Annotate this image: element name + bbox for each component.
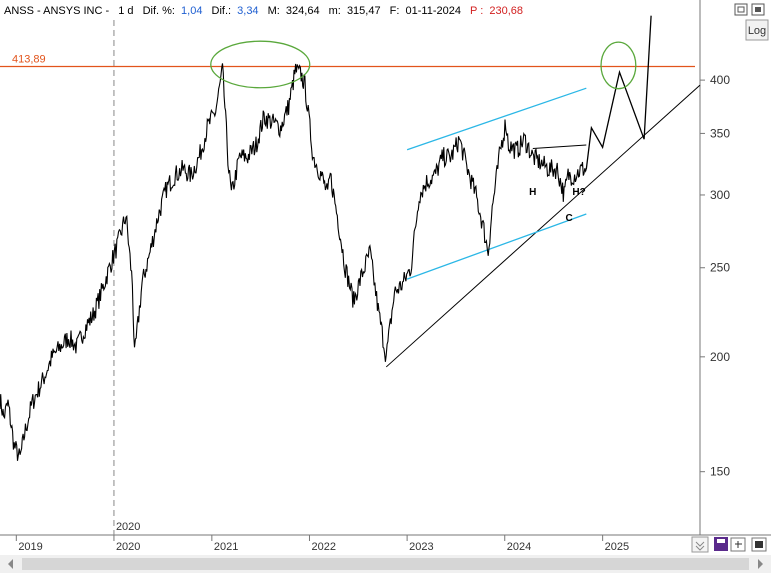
header-min-value: 315,47 xyxy=(347,5,381,17)
maximize-icon xyxy=(755,7,761,12)
trendline-channel-upper xyxy=(406,87,587,151)
y-tick-label-350: 350 xyxy=(710,126,730,140)
highlight-ellipse-1 xyxy=(600,41,637,90)
header-price-value: 230,68 xyxy=(489,5,523,17)
trendline-neckline xyxy=(532,144,587,150)
highlight-ellipses xyxy=(210,40,637,90)
annotation-0: H xyxy=(529,187,536,198)
y-tick-label-300: 300 xyxy=(710,188,730,202)
restore-button[interactable] xyxy=(734,3,748,16)
x-tick-label-2025: 2025 xyxy=(605,541,629,553)
y-tick-label-250: 250 xyxy=(710,261,730,275)
y-tick-label-200: 200 xyxy=(710,350,730,364)
header-max-value: 324,64 xyxy=(286,5,320,17)
header-interval: 1 d xyxy=(118,5,133,17)
x-tick-label-2021: 2021 xyxy=(214,541,238,553)
header-min-label: m: xyxy=(329,5,341,17)
scrollbar-thumb[interactable] xyxy=(22,558,749,570)
header-bar xyxy=(0,0,700,20)
y-tick-label-150: 150 xyxy=(710,465,730,479)
trendline-channel-lower xyxy=(406,213,587,280)
x-tick-label-2019: 2019 xyxy=(18,541,42,553)
resistance-label: 413,89 xyxy=(12,53,46,65)
header-dif-label: Dif.: xyxy=(212,5,232,17)
log-toggle[interactable]: Log xyxy=(745,19,769,41)
header-price-label: P : xyxy=(470,5,483,17)
header-dif-pct-label: Dif. %: xyxy=(143,5,175,17)
horizontal-scrollbar[interactable] xyxy=(0,555,771,573)
header-symbol: ANSS - ANSYS INC - xyxy=(4,5,109,17)
scroll-right-icon[interactable] xyxy=(758,559,763,569)
header-max-label: M: xyxy=(268,5,280,17)
x-tick-label-2022: 2022 xyxy=(311,541,335,553)
x-tick-label-2020: 2020 xyxy=(116,541,140,553)
projection-path xyxy=(585,15,652,170)
trendline-support xyxy=(385,84,701,368)
header-date-label: F: xyxy=(390,5,400,17)
grid-icon xyxy=(755,541,763,548)
annotation-1: H? xyxy=(572,187,585,198)
projection-line xyxy=(585,15,652,170)
restore-icon xyxy=(737,6,745,13)
y-tick-label-400: 400 xyxy=(710,73,730,87)
log-toggle-label: Log xyxy=(748,25,766,37)
log-toggle-box[interactable] xyxy=(745,19,769,41)
trendlines xyxy=(385,84,701,368)
price-series xyxy=(0,63,587,461)
x-tick-label-2024: 2024 xyxy=(507,541,531,553)
price-line-0 xyxy=(0,63,587,461)
scroll-left-icon[interactable] xyxy=(8,559,13,569)
save-icon xyxy=(717,539,725,543)
annotations: H H? C xyxy=(529,187,586,224)
window-controls xyxy=(734,3,765,16)
x-ticks: 2019 2020 2021 2022 2023 2024 2025 xyxy=(15,535,629,553)
year-marker: 2020 xyxy=(113,20,140,535)
pin-icon xyxy=(735,541,742,548)
year-marker-label: 2020 xyxy=(116,521,140,533)
highlight-ellipse-0 xyxy=(210,40,311,89)
zoom-button[interactable] xyxy=(691,536,709,553)
y-ticks: 150 200 250 300 350 400 xyxy=(700,73,730,479)
x-tick-label-2023: 2023 xyxy=(409,541,433,553)
header-dif-value: 3,34 xyxy=(237,5,258,17)
bottom-controls xyxy=(691,536,767,553)
header-dif-pct-value: 1,04 xyxy=(181,5,202,17)
double-chevron-icon xyxy=(695,541,705,551)
header-info: ANSS - ANSYS INC - 1 d Dif. %: 1,04 Dif.… xyxy=(4,5,523,17)
annotation-2: C xyxy=(565,213,572,224)
resistance-level: 413,89 xyxy=(0,53,695,68)
header-date-value: 01-11-2024 xyxy=(406,5,461,17)
